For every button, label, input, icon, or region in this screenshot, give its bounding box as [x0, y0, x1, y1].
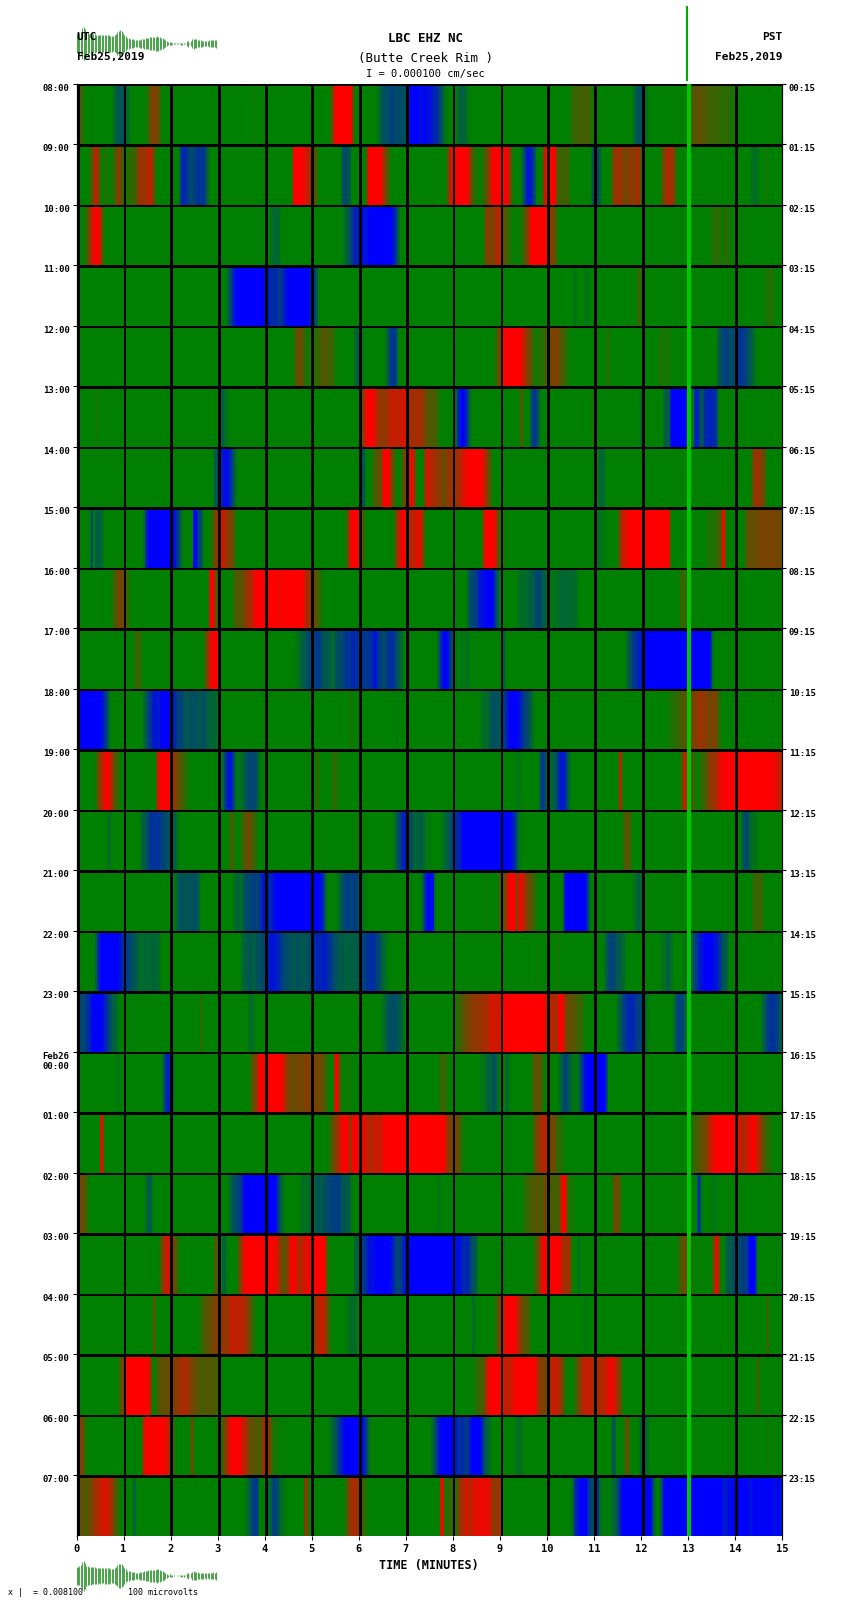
Text: x |  = 0.008100         100 microvolts: x | = 0.008100 100 microvolts	[8, 1587, 199, 1597]
X-axis label: TIME (MINUTES): TIME (MINUTES)	[379, 1560, 479, 1573]
Text: (Butte Creek Rim ): (Butte Creek Rim )	[358, 52, 492, 65]
Text: Feb25,2019: Feb25,2019	[76, 52, 144, 61]
Text: PST: PST	[762, 32, 782, 42]
Text: LBC EHZ NC: LBC EHZ NC	[388, 32, 462, 45]
Text: Feb25,2019: Feb25,2019	[715, 52, 782, 61]
Text: UTC: UTC	[76, 32, 97, 42]
Text: I = 0.000100 cm/sec: I = 0.000100 cm/sec	[366, 69, 484, 79]
